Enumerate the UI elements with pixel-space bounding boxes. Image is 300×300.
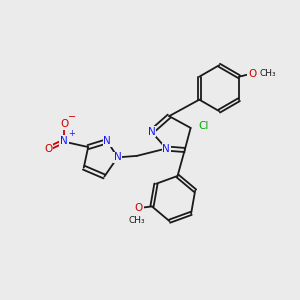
Text: N: N xyxy=(114,152,122,162)
Text: O: O xyxy=(135,203,143,213)
Text: O: O xyxy=(60,119,68,129)
Text: N: N xyxy=(148,127,155,137)
Text: +: + xyxy=(68,129,75,138)
Text: CH₃: CH₃ xyxy=(260,69,276,78)
Text: Cl: Cl xyxy=(198,121,208,130)
Text: N: N xyxy=(162,143,170,154)
Text: N: N xyxy=(103,136,111,146)
Text: N: N xyxy=(60,136,68,146)
Text: O: O xyxy=(44,143,52,154)
Text: CH₃: CH₃ xyxy=(129,216,146,225)
Text: −: − xyxy=(68,112,76,122)
Text: O: O xyxy=(248,69,256,79)
